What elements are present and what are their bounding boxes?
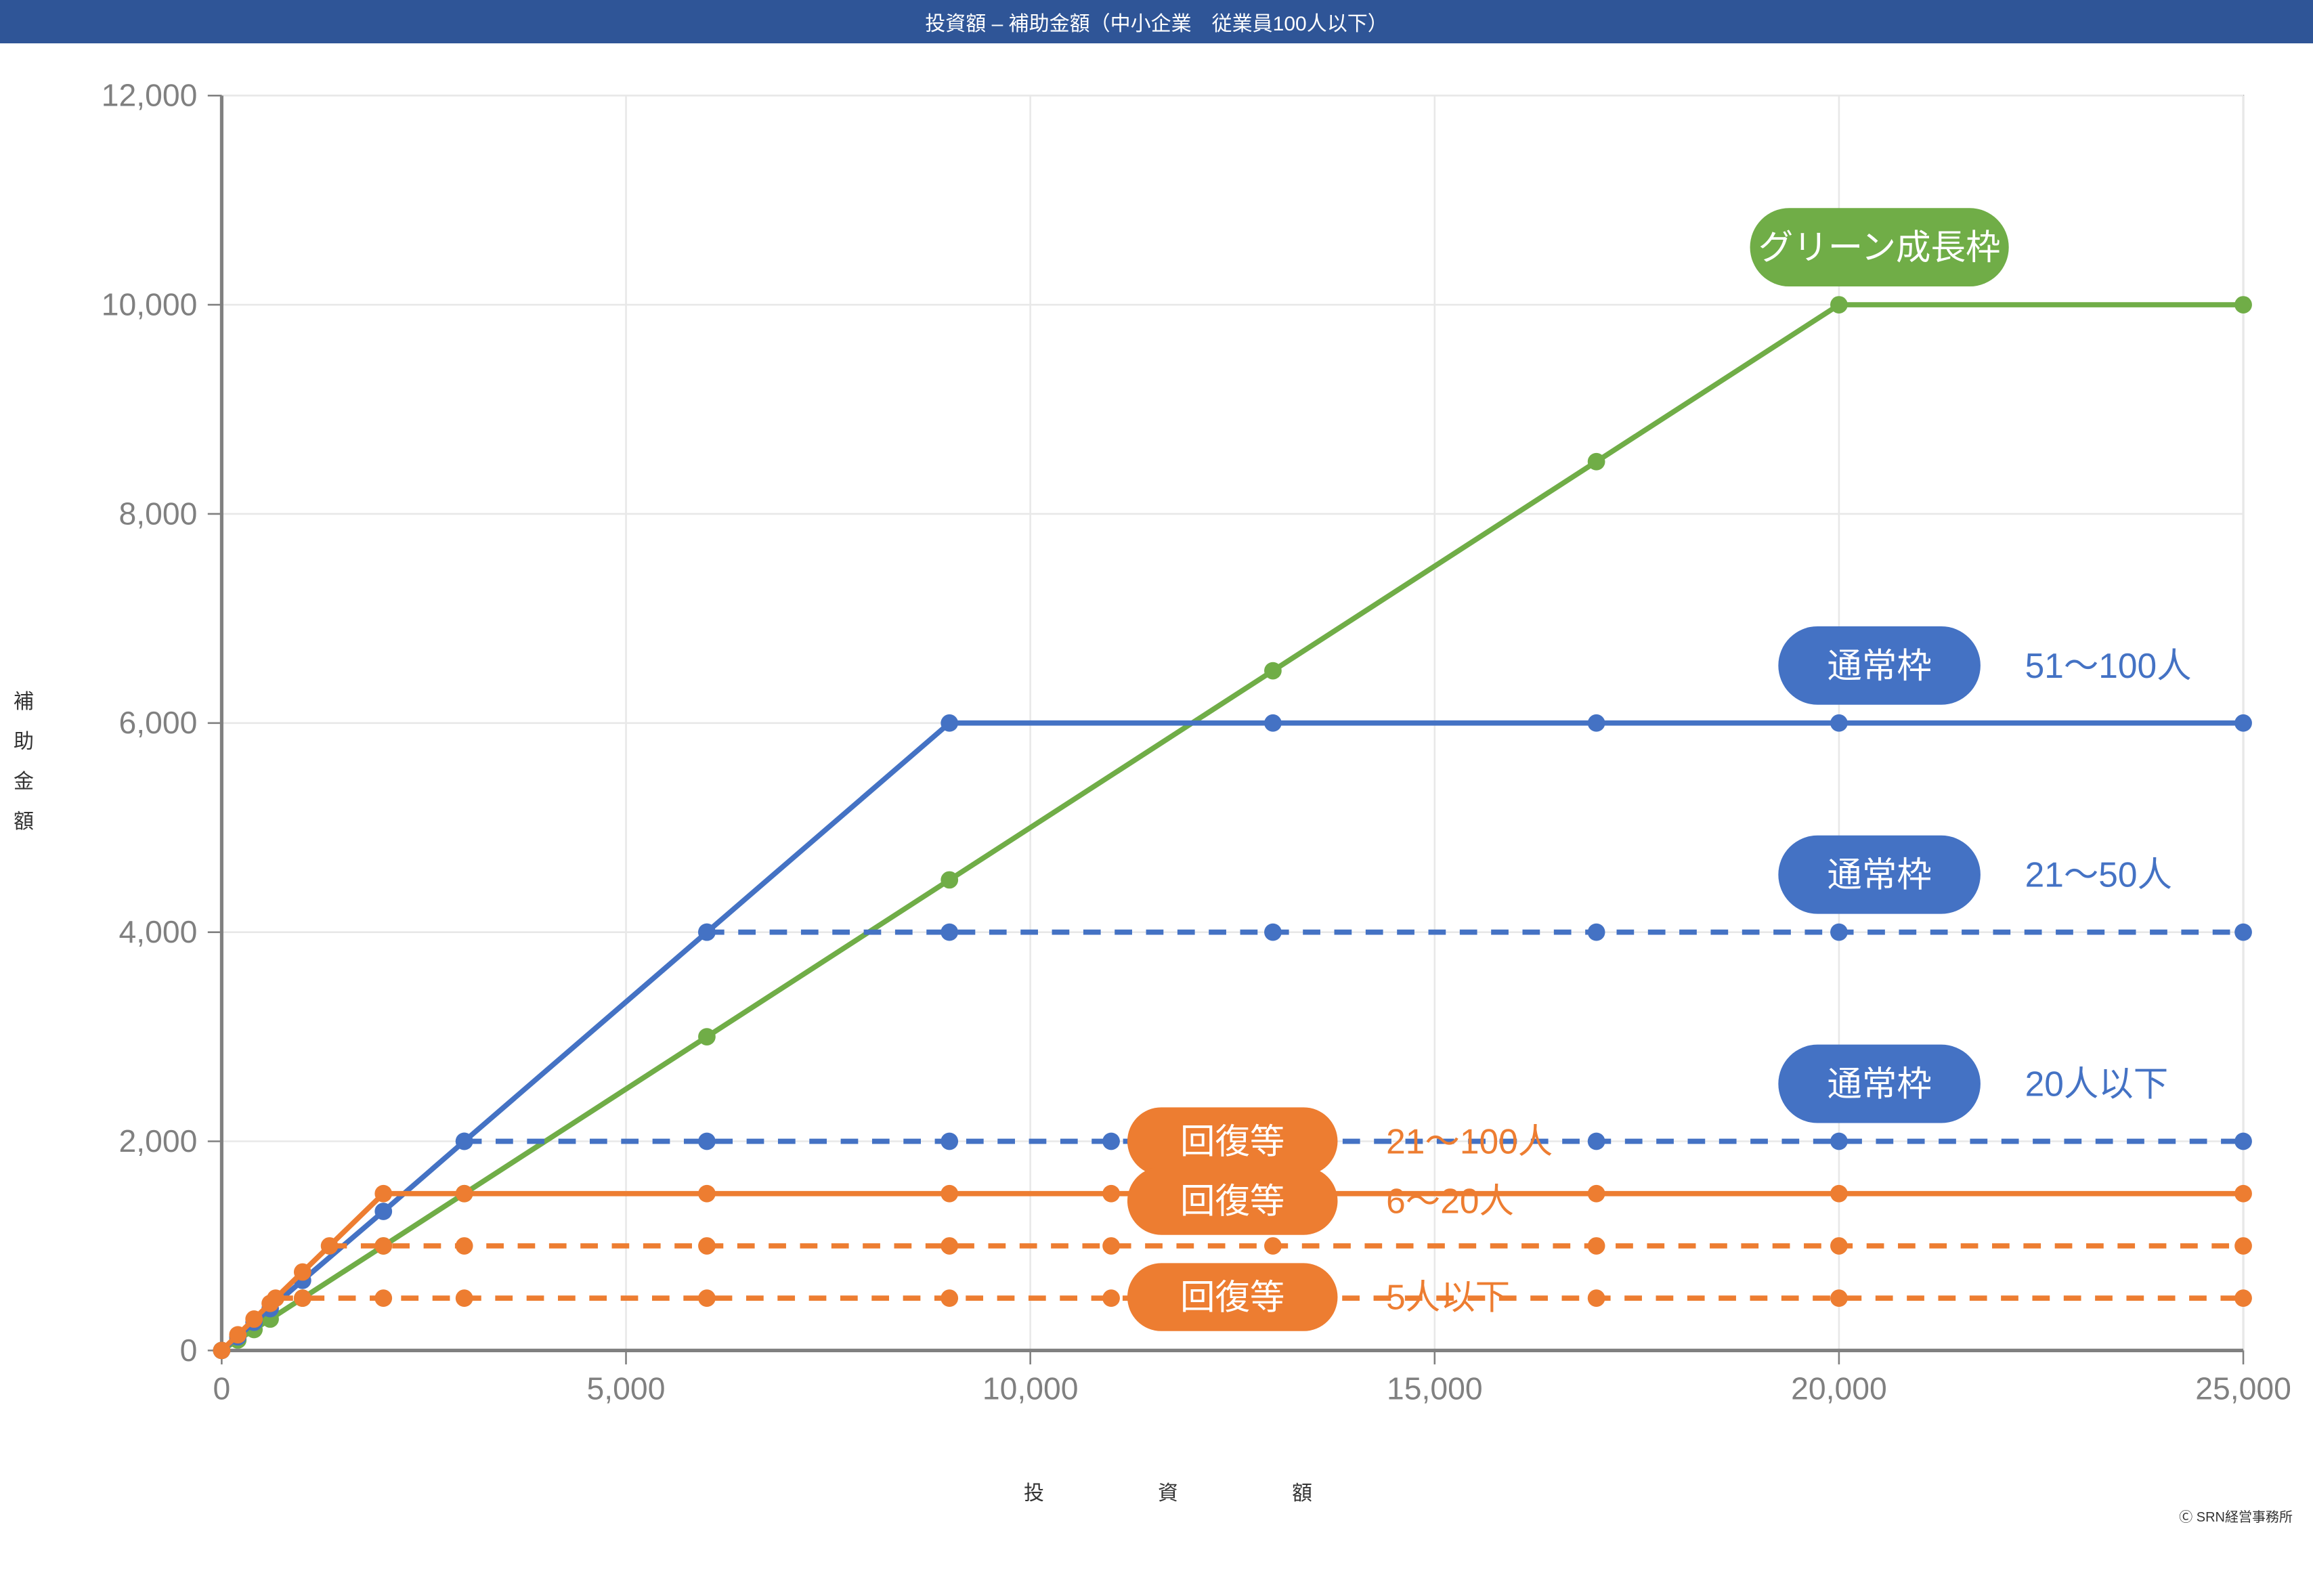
x-axis-row: 投 資 額 [0, 1476, 2313, 1506]
series-orange_dash1000-marker [456, 1237, 473, 1255]
series-orange_dash500-marker [1830, 1289, 1848, 1307]
series-orange_dash500-marker [1102, 1289, 1120, 1307]
x-tick-label: 10,000 [982, 1371, 1079, 1406]
series-blue_dash2000-marker [698, 1133, 716, 1150]
chart-svg: 0 5,000 10,000 15,000 20,000 25,000 0 2,000 4,00… [47, 43, 2313, 1473]
series-blue_solid-marker [374, 1203, 392, 1220]
series-orange_solid-marker [245, 1310, 263, 1328]
y-tick-label: 0 [180, 1333, 198, 1368]
copyright: Ⓒ SRN経営事務所 [0, 1506, 2313, 1532]
series-blue_solid-marker [1264, 714, 1282, 732]
series-green-marker [941, 871, 958, 889]
chart-row: 補助金額 0 5,000 10,000 15,000 20,000 25,000 0 2,00… [0, 43, 2313, 1476]
series-green-marker [1264, 662, 1282, 680]
series-orange_dash1000-marker [941, 1237, 958, 1255]
series-blue_dash4000-marker [941, 924, 958, 941]
series-orange_dash500-marker [456, 1289, 473, 1307]
series-green-marker [1588, 453, 1605, 471]
series-orange_solid-marker [229, 1326, 246, 1343]
series-blue_dash2000-marker [2234, 1133, 2252, 1150]
annotation-pill-text: 通常枠 [1827, 855, 1931, 894]
series-blue_dash2000-marker [1588, 1133, 1605, 1150]
annotation-pill-text: 回復等 [1180, 1278, 1284, 1317]
spacer [0, 1476, 47, 1506]
annotation-text: 6～20人 [1386, 1182, 1514, 1221]
series-blue_solid-marker [1830, 714, 1848, 732]
series-orange_dash500-marker [267, 1289, 284, 1307]
series-orange_dash1000-marker [698, 1237, 716, 1255]
series-green-marker [1830, 296, 1848, 314]
series-orange_solid-marker [294, 1264, 311, 1281]
series-orange_dash1000-marker [1588, 1237, 1605, 1255]
y-tick-label: 6,000 [118, 705, 197, 740]
series-orange_dash1000-marker [321, 1237, 339, 1255]
series-orange_dash1000-marker [1102, 1237, 1120, 1255]
series-green-marker [698, 1028, 716, 1045]
series-orange_dash500-marker [1588, 1289, 1605, 1307]
series-orange_solid-marker [698, 1185, 716, 1203]
series-blue_solid-marker [941, 714, 958, 732]
chart-title: 投資額 – 補助金額（中小企業 従業員100人以下） [925, 7, 1387, 37]
x-tick-label: 5,000 [587, 1371, 666, 1406]
x-tick-label: 0 [213, 1371, 231, 1406]
y-tick-label: 8,000 [118, 496, 197, 531]
plot-area: 0 5,000 10,000 15,000 20,000 25,000 0 2,000 4,00… [47, 43, 2313, 1476]
y-axis-label-char: 金 [14, 764, 34, 794]
annotation-pill-text: 通常枠 [1827, 646, 1931, 685]
series-orange_solid-marker [941, 1185, 958, 1203]
chart-container: 投資額 – 補助金額（中小企業 従業員100人以下） 補助金額 0 5,000 10… [0, 0, 2313, 1532]
y-axis-label-char: 額 [14, 804, 34, 834]
annotation-text: 21～100人 [1386, 1122, 1553, 1161]
y-axis-label-char: 助 [14, 725, 34, 754]
y-tick-label: 4,000 [118, 914, 197, 949]
annotation-text: 21～50人 [2025, 855, 2172, 894]
series-blue_solid-marker [1588, 714, 1605, 732]
series-blue_dash4000-marker [1264, 924, 1282, 941]
series-orange_solid-marker [1830, 1185, 1848, 1203]
series-orange_solid-marker [213, 1342, 231, 1360]
series-blue_dash4000-marker [698, 924, 716, 941]
y-tick-label: 12,000 [102, 78, 198, 113]
annotation-pill-text: グリーン成長枠 [1758, 228, 2001, 267]
annotation-pill-text: 回復等 [1180, 1122, 1284, 1161]
series-orange_dash1000-marker [374, 1237, 392, 1255]
x-tick-label: 25,000 [2195, 1371, 2291, 1406]
series-orange_solid-marker [456, 1185, 473, 1203]
x-axis-label: 投 資 額 [47, 1476, 2313, 1506]
chart-titlebar: 投資額 – 補助金額（中小企業 従業員100人以下） [0, 0, 2313, 43]
series-blue_solid-marker [2234, 714, 2252, 732]
annotation-text: 51～100人 [2025, 646, 2192, 685]
series-blue_dash2000-marker [456, 1133, 473, 1150]
series-orange_solid-marker [374, 1185, 392, 1203]
y-tick-label: 10,000 [102, 287, 198, 322]
series-blue_dash4000-marker [1830, 924, 1848, 941]
series-orange_dash500-marker [941, 1289, 958, 1307]
series-blue_dash2000-marker [1830, 1133, 1848, 1150]
x-tick-label: 15,000 [1387, 1371, 1483, 1406]
x-tick-label: 20,000 [1791, 1371, 1887, 1406]
y-tick-label: 2,000 [118, 1123, 197, 1159]
series-blue_dash4000-marker [2234, 924, 2252, 941]
series-orange_dash500-marker [294, 1289, 311, 1307]
annotation-pill-text: 回復等 [1180, 1182, 1284, 1221]
series-green-marker [2234, 296, 2252, 314]
y-axis-label: 補助金額 [0, 43, 47, 1476]
series-orange_dash1000-marker [1830, 1237, 1848, 1255]
y-axis-label-char: 補 [14, 685, 34, 714]
series-orange_solid-marker [2234, 1185, 2252, 1203]
series-orange_dash1000-marker [2234, 1237, 2252, 1255]
series-orange_solid-marker [1588, 1185, 1605, 1203]
series-orange_dash500-marker [2234, 1289, 2252, 1307]
annotation-text: 20人以下 [2025, 1064, 2169, 1104]
series-orange_dash500-marker [374, 1289, 392, 1307]
series-orange_dash1000-marker [1264, 1237, 1282, 1255]
annotation-text: 5人以下 [1386, 1278, 1510, 1317]
series-orange_solid-marker [1102, 1185, 1120, 1203]
series-blue_dash2000-marker [941, 1133, 958, 1150]
series-blue_dash2000-marker [1102, 1133, 1120, 1150]
series-blue_dash4000-marker [1588, 924, 1605, 941]
series-orange_dash500-marker [698, 1289, 716, 1307]
annotation-pill-text: 通常枠 [1827, 1064, 1931, 1104]
